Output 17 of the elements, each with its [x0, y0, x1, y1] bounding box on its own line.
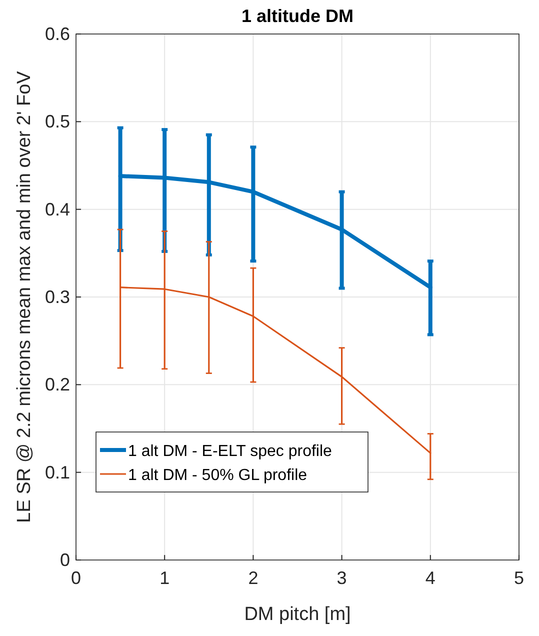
y-tick-label: 0.1	[44, 462, 70, 482]
y-tick-label: 0.5	[44, 112, 70, 132]
legend-label: 1 alt DM - 50% GL profile	[128, 467, 308, 484]
y-axis-title: LE SR @ 2.2 microns mean max and min over 2' FoV	[14, 70, 35, 523]
x-tick-label: 5	[514, 568, 524, 588]
y-tick-label: 0.6	[44, 24, 70, 44]
x-axis-title: DM pitch [m]	[244, 604, 351, 625]
y-tick-label: 0	[60, 550, 70, 570]
x-tick-label: 3	[336, 568, 347, 588]
legend-label: 1 alt DM - E-ELT spec profile	[128, 443, 332, 460]
y-tick-label: 0.2	[44, 374, 70, 395]
y-tick-label: 0.4	[44, 199, 70, 220]
x-tick-label: 2	[248, 568, 258, 588]
y-tick-label: 0.3	[44, 287, 70, 307]
chart-title: 1 altitude DM	[241, 6, 354, 26]
x-tick-label: 4	[425, 568, 436, 588]
x-tick-label: 1	[160, 568, 170, 588]
